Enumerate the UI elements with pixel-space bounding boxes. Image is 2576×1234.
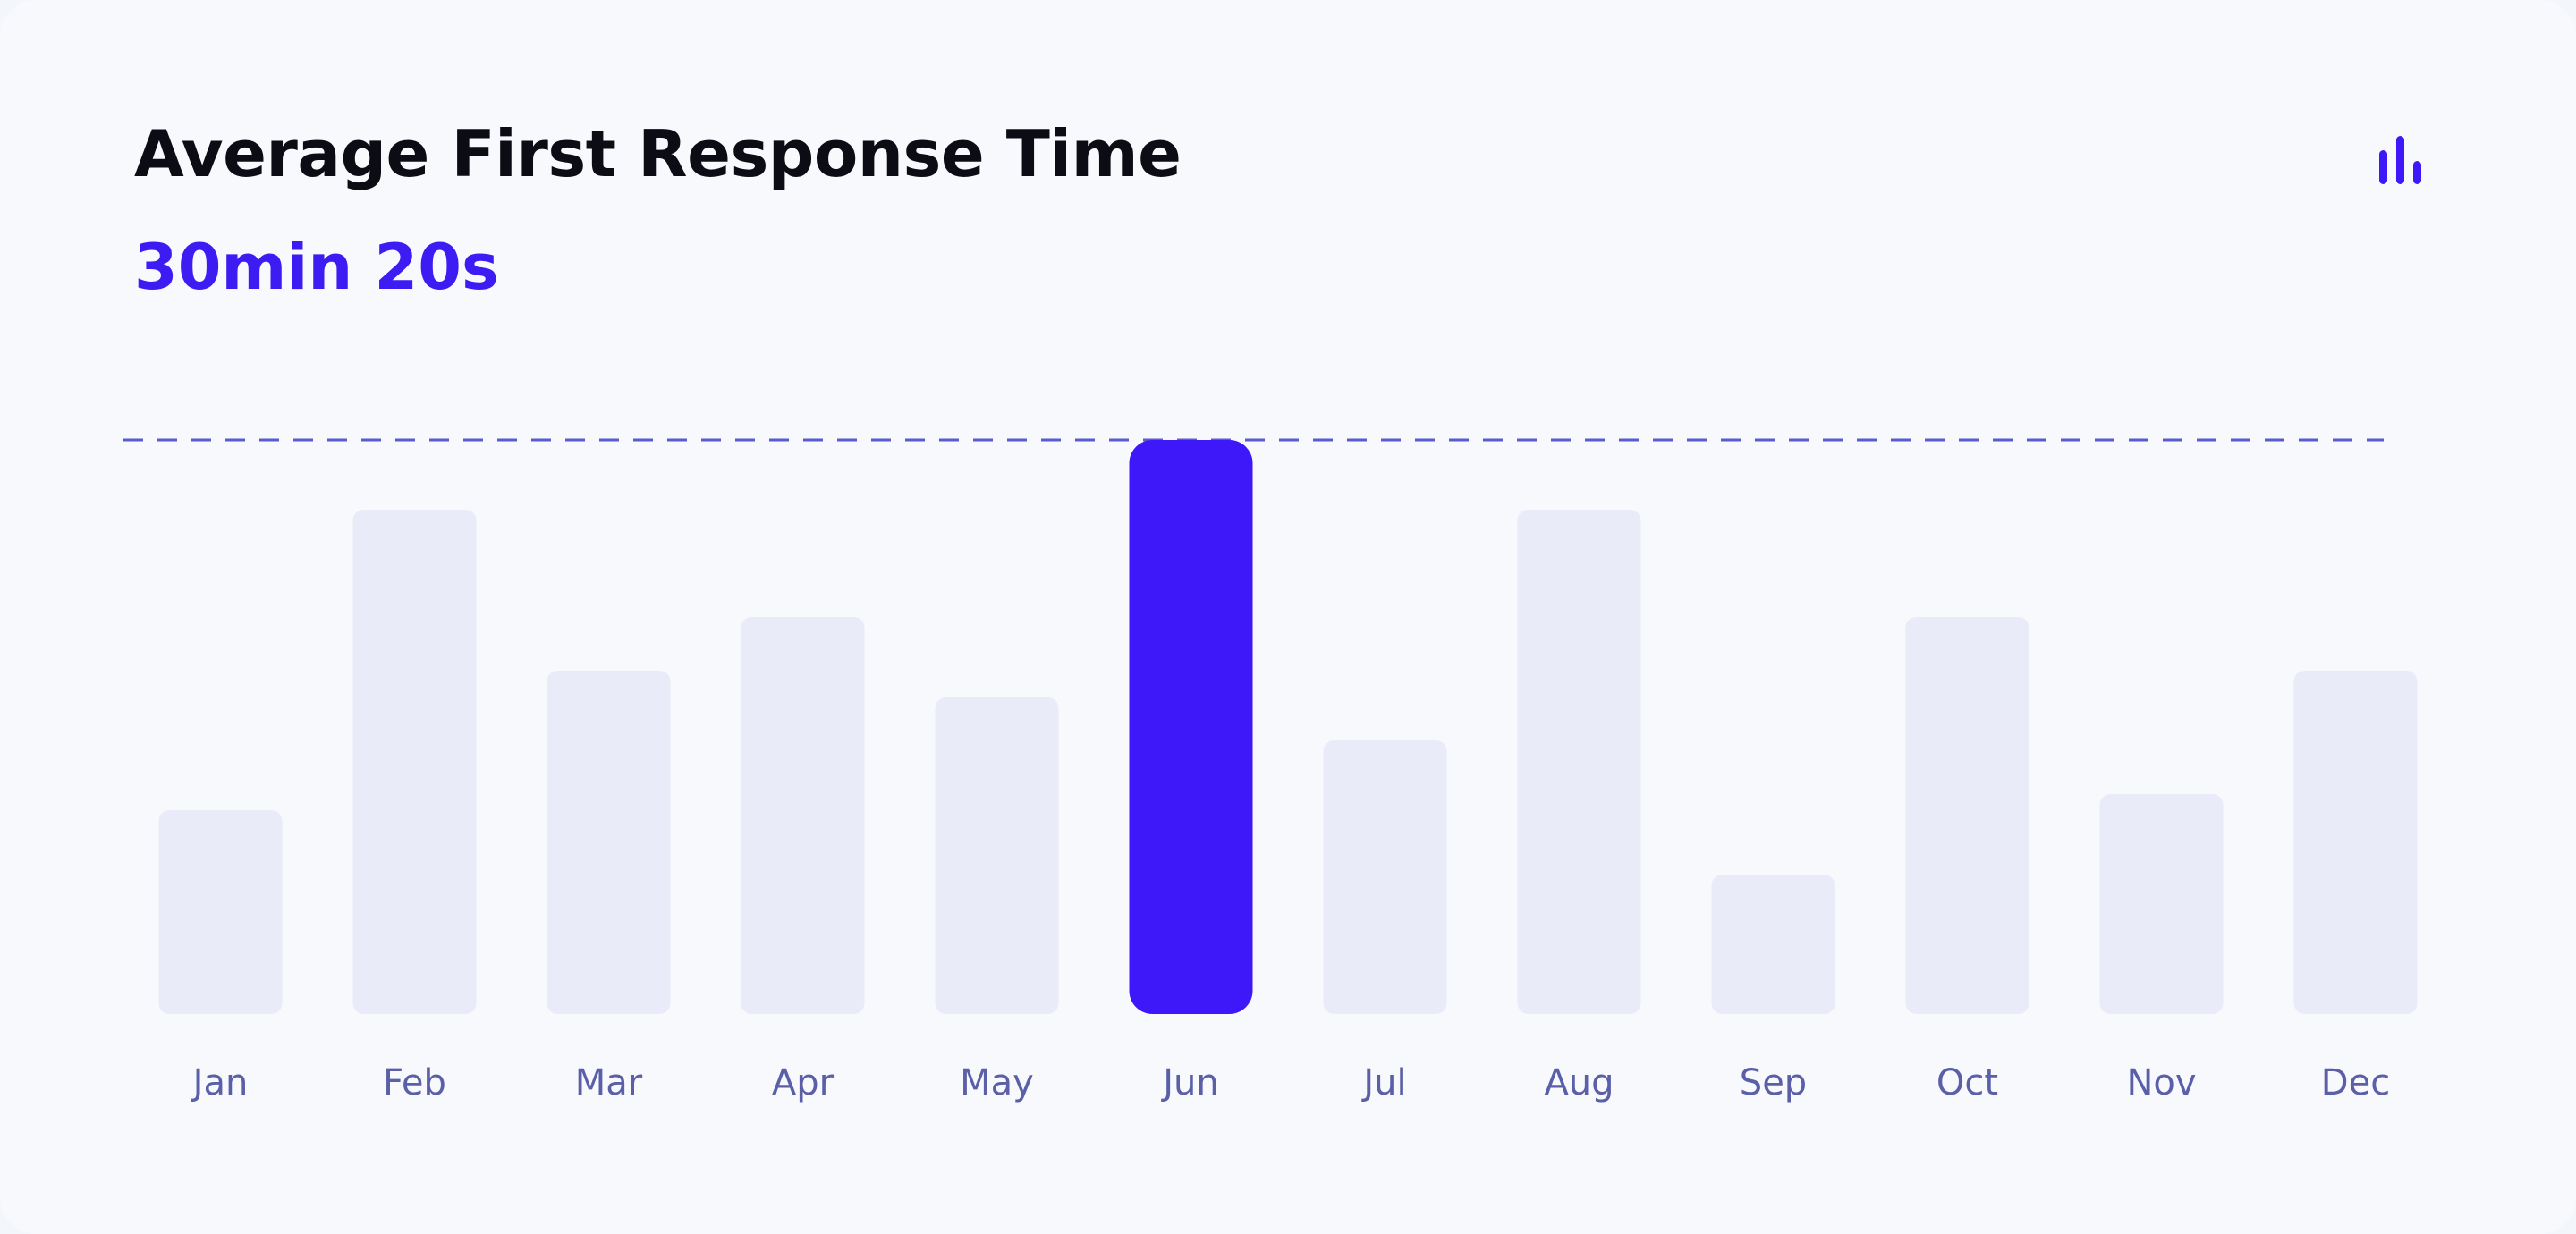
bar-feb[interactable] [352, 510, 477, 1014]
x-tick-label: Jul [1360, 1062, 1406, 1103]
bar-nov[interactable] [2099, 794, 2224, 1014]
chart-type-button[interactable] [2361, 125, 2442, 197]
metric-value: 30min 20s [134, 231, 499, 304]
x-tick-label: Oct [1936, 1062, 1998, 1103]
x-tick-label: Dec [2321, 1062, 2390, 1103]
bar-sep[interactable] [1711, 875, 1835, 1014]
bar-chart-icon [2379, 136, 2421, 184]
chart-title: Average First Response Time [134, 116, 1182, 191]
bar-may[interactable] [935, 697, 1059, 1014]
bar-jul[interactable] [1323, 740, 1447, 1014]
x-tick-label: Feb [383, 1062, 446, 1103]
x-tick-label: Apr [772, 1062, 835, 1103]
x-tick-label: Sep [1740, 1062, 1807, 1103]
x-tick-label: Jun [1160, 1062, 1219, 1103]
x-tick-label: Mar [575, 1062, 643, 1103]
x-tick-label: Jan [191, 1062, 249, 1103]
bar-oct[interactable] [1905, 617, 2029, 1014]
bar-jun[interactable] [1129, 440, 1253, 1014]
bar-apr[interactable] [741, 617, 865, 1014]
x-tick-label: May [960, 1062, 1034, 1103]
bar-jan[interactable] [158, 810, 283, 1014]
x-tick-label: Aug [1544, 1062, 1614, 1103]
bar-mar[interactable] [547, 671, 671, 1014]
bar-aug[interactable] [1517, 510, 1641, 1014]
bar-dec[interactable] [2293, 671, 2418, 1014]
x-tick-label: Nov [2126, 1062, 2196, 1103]
